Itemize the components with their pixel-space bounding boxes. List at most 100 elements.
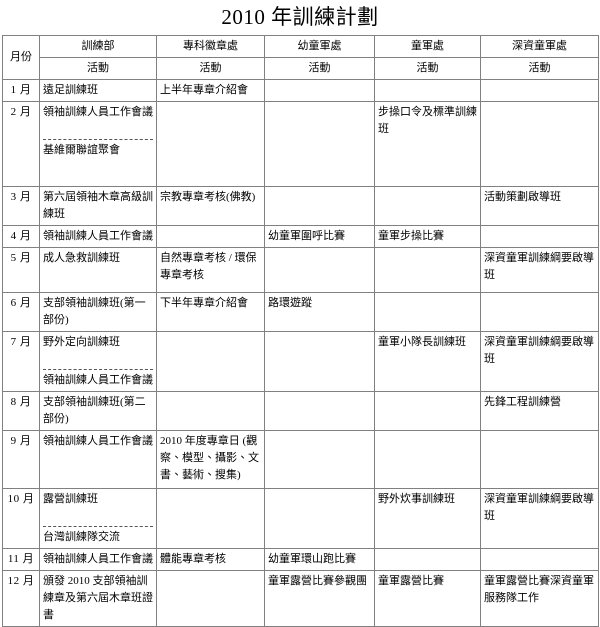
- activity-item: 路環遊蹤: [268, 297, 312, 309]
- table-header: 月份 訓練部 專科徽章處 幼童軍處 童軍處 深資童軍處 活動 活動 活動 活動 …: [2, 35, 599, 80]
- activity-item: 童軍露營比賽參觀團: [268, 575, 367, 587]
- cell-badge: 下半年專章介紹會: [156, 292, 265, 332]
- activity-item: 野外炊事訓練班: [378, 493, 455, 505]
- column-header-training-dept: 訓練部: [39, 35, 157, 58]
- column-header-month: 月份: [2, 35, 40, 80]
- month-label: 11 月: [2, 548, 40, 571]
- activity-item: 下半年專章介紹會: [160, 297, 248, 309]
- activity-item: 成人急救訓練班: [43, 252, 120, 264]
- activity-item: 領袖訓練人員工作會議: [43, 369, 153, 389]
- cell-cub: [264, 391, 375, 431]
- month-label: 7 月: [2, 331, 40, 392]
- activity-item: 體能專章考核: [160, 553, 226, 565]
- activity-item: 領袖訓練人員工作會議: [43, 106, 153, 118]
- cell-venture: 深資童軍訓練綱要啟導班: [480, 247, 599, 293]
- cell-training: 露營訓練班 台灣訓練隊交流: [39, 488, 157, 549]
- cell-badge: [156, 488, 265, 549]
- table-row: 3 月第六屆領袖木章高級訓練班 宗教專章考核(佛教) 活動策劃啟導班: [2, 186, 599, 226]
- cell-badge: 上半年專章介紹會: [156, 79, 265, 102]
- month-label: 5 月: [2, 247, 40, 293]
- cell-cub: 幼童軍圍呼比賽: [264, 225, 375, 248]
- subheader-training-activity: 活動: [39, 57, 157, 80]
- cell-cub: [264, 331, 375, 392]
- activity-item: 深資童軍訓練綱要啟導班: [484, 252, 594, 281]
- cell-training: 領袖訓練人員工作會議: [39, 430, 157, 489]
- cell-scout: [374, 247, 481, 293]
- table-row: 2 月領袖訓練人員工作會議基維爾聯誼聚會 步操口令及標準訓練班: [2, 101, 599, 187]
- subheader-badge-activity: 活動: [156, 57, 265, 80]
- subheader-venture-activity: 活動: [480, 57, 599, 80]
- cell-scout: 童軍步操比賽: [374, 225, 481, 248]
- activity-item: 台灣訓練隊交流: [43, 526, 153, 546]
- activity-item: 支部領袖訓練班(第二部份): [43, 396, 146, 425]
- activity-item: 自然專章考核 / 環保專章考核: [160, 252, 257, 281]
- cell-training: 遠足訓練班: [39, 79, 157, 102]
- month-label: 9 月: [2, 430, 40, 489]
- activity-item: 上半年專章介紹會: [160, 84, 248, 96]
- month-label: 3 月: [2, 186, 40, 226]
- table-row: 6 月支部領袖訓練班(第一部份) 下半年專章介紹會 路環遊蹤: [2, 292, 599, 332]
- cell-training: 第六屆領袖木章高級訓練班: [39, 186, 157, 226]
- cell-scout: 童軍小隊長訓練班: [374, 331, 481, 392]
- month-label: 12 月: [2, 570, 40, 627]
- cell-badge: 體能專章考核: [156, 548, 265, 571]
- cell-badge: 2010 年度專章日 (觀察、模型、攝影、文書、藝術、搜集): [156, 430, 265, 489]
- column-header-venture-dept: 深資童軍處: [480, 35, 599, 58]
- header-row-departments: 月份 訓練部 專科徽章處 幼童軍處 童軍處 深資童軍處: [2, 35, 599, 80]
- column-header-cub-dept: 幼童軍處: [264, 35, 375, 58]
- cell-scout: 野外炊事訓練班: [374, 488, 481, 549]
- training-plan-page: 2010 年訓練計劃 月份 訓練部 專科徽章處 幼童軍處 童軍處 深資童軍處 活…: [2, 5, 599, 627]
- activity-item: 活動策劃啟導班: [484, 191, 561, 203]
- month-label: 4 月: [2, 225, 40, 248]
- cell-venture: [480, 225, 599, 248]
- cell-venture: [480, 548, 599, 571]
- cell-scout: [374, 292, 481, 332]
- month-label: 2 月: [2, 101, 40, 187]
- cell-venture: 活動策劃啟導班: [480, 186, 599, 226]
- cell-badge: [156, 331, 265, 392]
- cell-venture: [480, 430, 599, 489]
- column-header-scout-dept: 童軍處: [374, 35, 481, 58]
- cell-cub: [264, 101, 375, 187]
- activity-item: 深資童軍訓練綱要啟導班: [484, 336, 594, 365]
- table-row: 10 月露營訓練班 台灣訓練隊交流 野外炊事訓練班 深資童軍訓練綱要啟導班: [2, 488, 599, 549]
- cell-venture: [480, 101, 599, 187]
- activity-item: 2010 年度專章日 (觀察、模型、攝影、文書、藝術、搜集): [160, 435, 259, 481]
- cell-training: 領袖訓練人員工作會議基維爾聯誼聚會: [39, 101, 157, 187]
- page-title: 2010 年訓練計劃: [221, 5, 379, 29]
- table-row: 7 月野外定向訓練班領袖訓練人員工作會議 童軍小隊長訓練班 深資童軍訓練綱要啟導班: [2, 331, 599, 392]
- cell-venture: 童軍露營比賽深資童軍服務隊工作: [480, 570, 599, 627]
- activity-item: 領袖訓練人員工作會議: [43, 230, 153, 242]
- subheader-scout-activity: 活動: [374, 57, 481, 80]
- activity-item: 支部領袖訓練班(第一部份): [43, 297, 146, 326]
- cell-cub: [264, 186, 375, 226]
- table-row: 11 月領袖訓練人員工作會議 體能專章考核 幼童軍環山跑比賽: [2, 548, 599, 571]
- activity-item: 基維爾聯誼聚會: [43, 139, 153, 159]
- subheader-cub-activity: 活動: [264, 57, 375, 80]
- activity-item: 頒發 2010 支部領袖訓練章及第六屆木章班證書: [43, 575, 153, 621]
- cell-training: 領袖訓練人員工作會議: [39, 548, 157, 571]
- cell-scout: [374, 430, 481, 489]
- activity-item: 領袖訓練人員工作會議: [43, 435, 153, 447]
- cell-venture: 先鋒工程訓練營: [480, 391, 599, 431]
- cell-cub: [264, 247, 375, 293]
- header-row-activity: 活動 活動 活動 活動 活動: [3, 57, 599, 80]
- table-row: 9 月領袖訓練人員工作會議 2010 年度專章日 (觀察、模型、攝影、文書、藝術、…: [2, 430, 599, 489]
- cell-training: 野外定向訓練班領袖訓練人員工作會議: [39, 331, 157, 392]
- cell-scout: [374, 186, 481, 226]
- table-row: 4 月領袖訓練人員工作會議 幼童軍圍呼比賽 童軍步操比賽: [2, 225, 599, 248]
- activity-item: 宗教專章考核(佛教): [160, 191, 256, 203]
- cell-venture: [480, 79, 599, 102]
- activity-item: 童軍露營比賽: [378, 575, 444, 587]
- cell-training: 成人急救訓練班: [39, 247, 157, 293]
- activity-item: 先鋒工程訓練營: [484, 396, 561, 408]
- cell-training: 支部領袖訓練班(第一部份): [39, 292, 157, 332]
- cell-scout: 步操口令及標準訓練班: [374, 101, 481, 187]
- activity-item: 深資童軍訓練綱要啟導班: [484, 493, 594, 522]
- month-label: 10 月: [2, 488, 40, 549]
- cell-cub: 童軍露營比賽參觀團: [264, 570, 375, 627]
- cell-badge: 自然專章考核 / 環保專章考核: [156, 247, 265, 293]
- activity-item: 野外定向訓練班: [43, 336, 120, 348]
- activity-item: 遠足訓練班: [43, 84, 98, 96]
- cell-venture: 深資童軍訓練綱要啟導班: [480, 331, 599, 392]
